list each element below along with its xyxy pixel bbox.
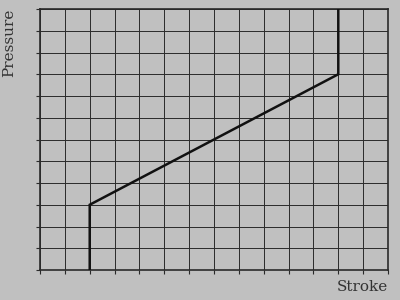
Text: Pressure: Pressure [2,9,16,77]
Text: Stroke: Stroke [337,280,388,294]
